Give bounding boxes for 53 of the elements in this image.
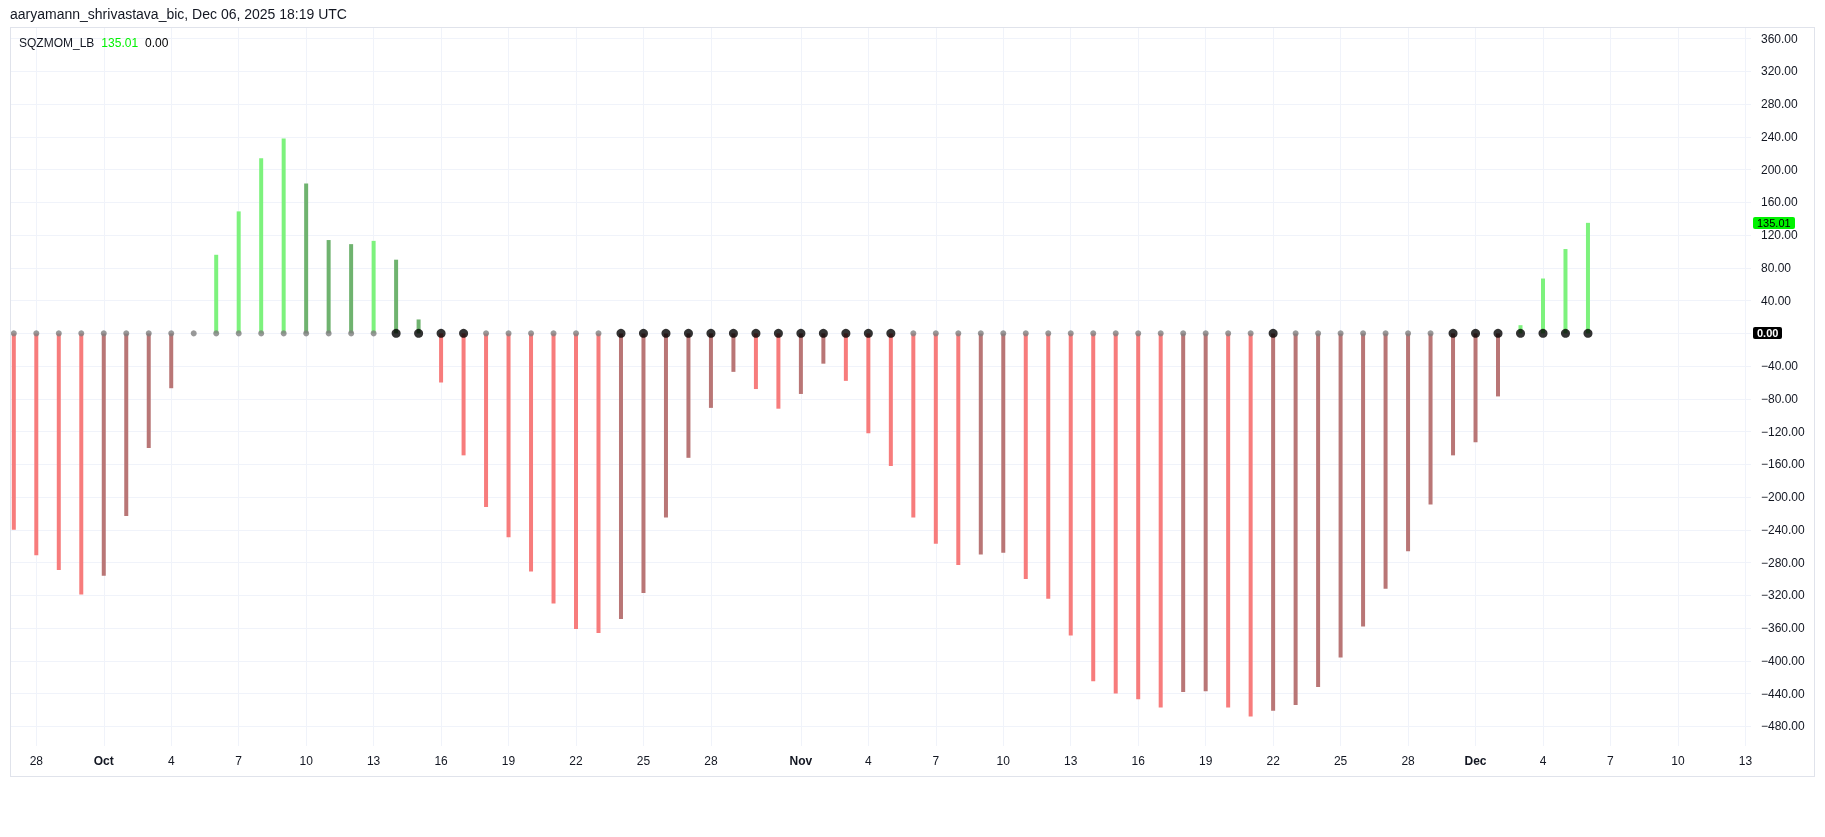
text: 135.01 xyxy=(1753,216,1795,229)
x-tick-label: 28 xyxy=(1401,754,1416,768)
x-tick-label: Nov xyxy=(789,754,813,768)
x-tick-label: 19 xyxy=(1198,754,1213,768)
annotation: 135.01 xyxy=(101,36,139,50)
x-tick-label: 22 xyxy=(569,754,583,768)
x-tick-label: 7 xyxy=(235,754,243,768)
x-tick-label: 13 xyxy=(1064,754,1078,768)
x-tick-label: Dec xyxy=(1464,754,1487,768)
x-tick-label: 25 xyxy=(1333,754,1348,768)
x-tick-label: 28 xyxy=(704,754,718,768)
y-tick-label: −240.00 xyxy=(1761,522,1806,537)
annotation: 0.00 xyxy=(145,36,169,50)
x-tick-label: 19 xyxy=(501,754,516,768)
x-tick-label: 16 xyxy=(434,754,449,768)
y-tick-label: 200.00 xyxy=(1761,162,1799,177)
y-tick-label: −400.00 xyxy=(1761,653,1806,668)
y-tick-label: −160.00 xyxy=(1761,457,1806,472)
y-tick-label: −440.00 xyxy=(1761,686,1806,701)
y-tick-label: −120.00 xyxy=(1761,424,1806,439)
y-tick-label: 240.00 xyxy=(1761,129,1799,144)
x-tick-label: 10 xyxy=(996,754,1011,768)
x-tick-label: 7 xyxy=(1607,754,1615,768)
x-tick-label: 7 xyxy=(932,754,940,768)
y-tick-label: −200.00 xyxy=(1761,490,1806,505)
y-tick-label: 360.00 xyxy=(1761,31,1799,46)
x-tick-label: 10 xyxy=(1671,754,1685,768)
y-tick-label: 80.00 xyxy=(1761,260,1792,275)
text: SQZMOM_LB xyxy=(19,36,95,50)
x-tick-label: Oct xyxy=(93,754,114,768)
y-tick-label: −360.00 xyxy=(1761,621,1806,636)
x-tick-label: 22 xyxy=(1266,754,1281,768)
y-tick-label: 320.00 xyxy=(1761,64,1799,79)
y-tick-label: 280.00 xyxy=(1761,97,1799,112)
x-tick-label: 10 xyxy=(299,754,314,768)
x-tick-label: 4 xyxy=(167,754,175,768)
x-tick-label: 13 xyxy=(1738,754,1753,768)
y-tick-label: −280.00 xyxy=(1761,555,1806,570)
text: 0.00 xyxy=(1753,327,1783,340)
y-tick-label: −40.00 xyxy=(1761,359,1799,374)
y-tick-label: 120.00 xyxy=(1761,228,1799,243)
y-tick-label: 160.00 xyxy=(1761,195,1799,210)
x-tick-label: 25 xyxy=(636,754,651,768)
x-tick-label: 4 xyxy=(1539,754,1547,768)
y-tick-label: −80.00 xyxy=(1761,391,1799,406)
x-tick-label: 16 xyxy=(1131,754,1146,768)
text: aaryamann_shrivastava_bic, Dec 06, 2025 18:19 UTC xyxy=(10,6,347,22)
x-tick-label: 4 xyxy=(865,754,873,768)
x-tick-label: 28 xyxy=(29,754,44,768)
y-tick-label: −320.00 xyxy=(1761,588,1806,603)
x-tick-label: 13 xyxy=(366,754,381,768)
y-tick-label: −480.00 xyxy=(1761,719,1806,734)
y-tick-label: 40.00 xyxy=(1761,293,1792,308)
